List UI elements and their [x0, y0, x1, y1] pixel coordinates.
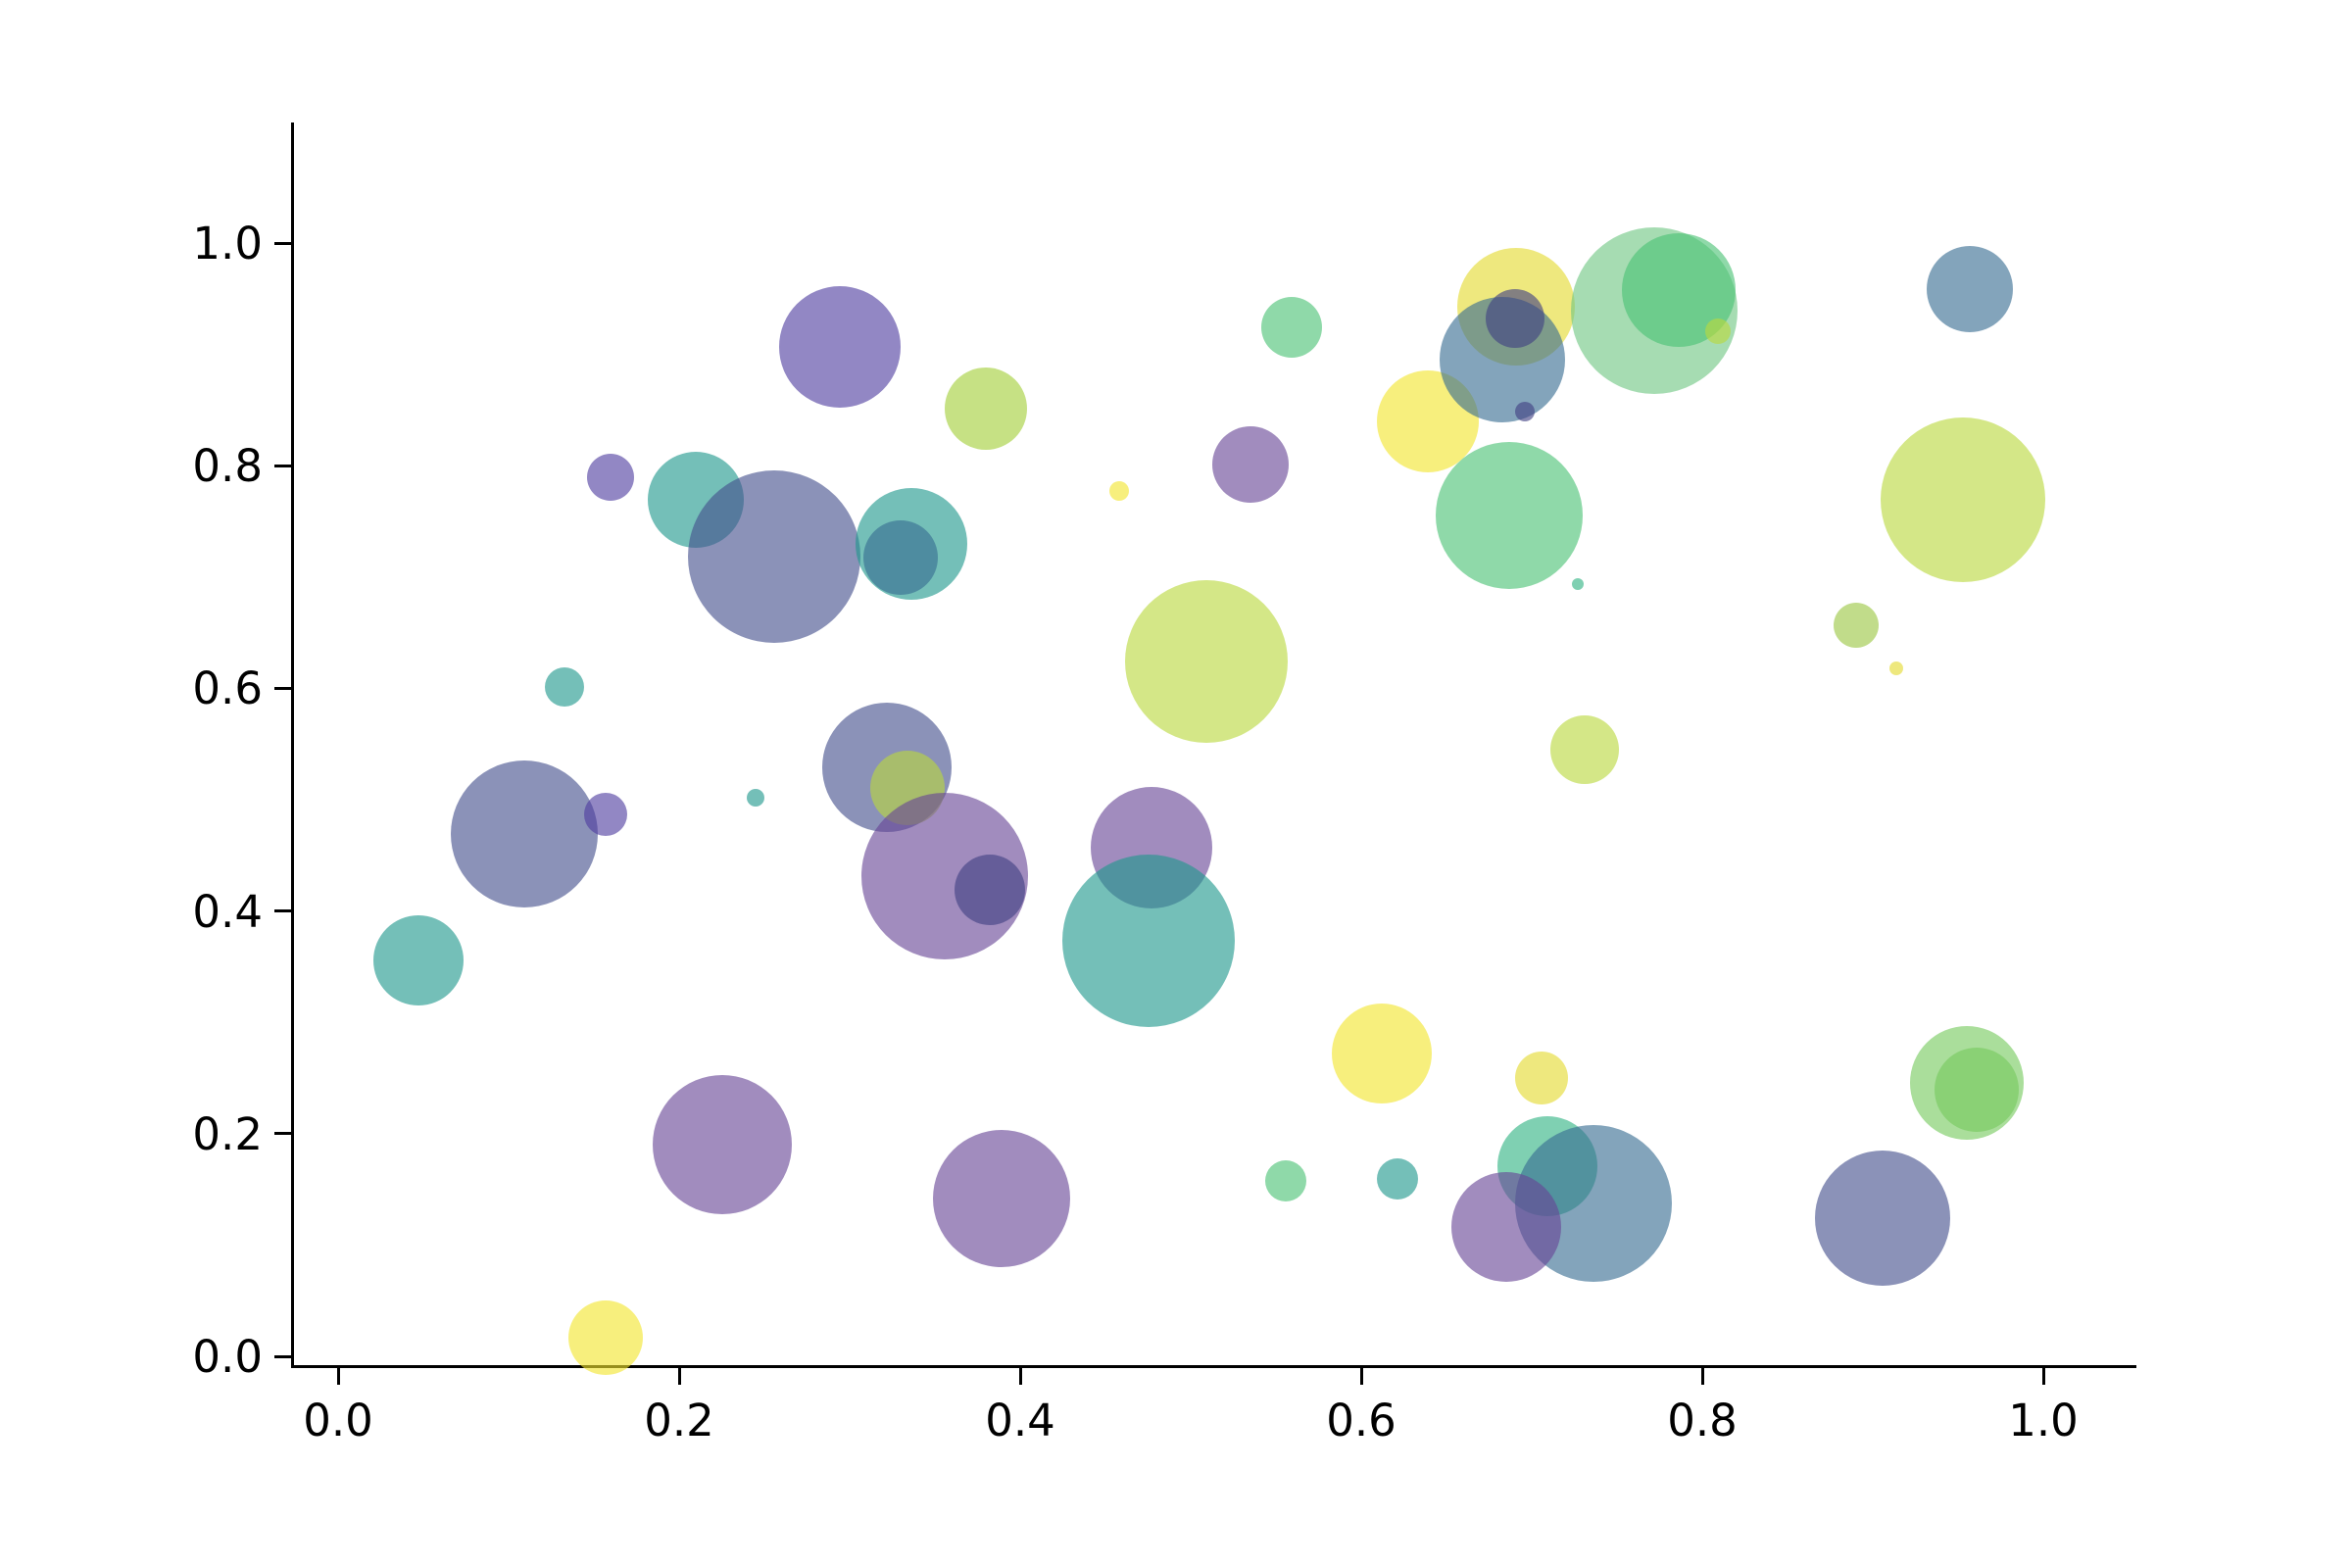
x-tick-label: 0.8 [1667, 1395, 1738, 1446]
x-tick-label: 0.4 [985, 1395, 1055, 1446]
bubble [1450, 1172, 1561, 1283]
bubble [1211, 426, 1289, 504]
bubble [1485, 289, 1544, 349]
bubble [1515, 401, 1536, 421]
x-tick-mark [1700, 1368, 1704, 1385]
bubble [1549, 714, 1619, 784]
bubble [450, 760, 598, 908]
x-tick-label: 0.2 [644, 1395, 714, 1446]
x-tick-mark [677, 1368, 681, 1385]
bubble [1571, 577, 1584, 590]
bubble [945, 368, 1028, 451]
x-tick-mark [2041, 1368, 2045, 1385]
y-tick-label: 1.0 [192, 218, 263, 270]
y-tick-mark [274, 1132, 291, 1136]
bubble [1927, 245, 2014, 332]
bubble [1061, 855, 1235, 1028]
y-axis-spine [291, 122, 294, 1365]
bubble [778, 285, 901, 408]
bubble [747, 788, 765, 807]
bubble [1889, 661, 1904, 675]
x-axis-spine [291, 1365, 2136, 1368]
bubble [587, 453, 635, 501]
bubble [584, 792, 628, 836]
bubble [568, 1299, 644, 1375]
y-tick-mark [274, 1354, 291, 1358]
bubble [954, 855, 1025, 926]
bubble [1376, 1158, 1418, 1200]
y-tick-label: 0.8 [192, 440, 263, 493]
y-tick-label: 0.6 [192, 662, 263, 715]
y-tick-label: 0.0 [192, 1331, 263, 1383]
x-tick-mark [1018, 1368, 1022, 1385]
bubble [1704, 318, 1731, 344]
x-tick-label: 1.0 [2008, 1395, 2079, 1446]
bubble [1881, 417, 2046, 583]
x-tick-mark [336, 1368, 340, 1385]
x-tick-mark [1359, 1368, 1363, 1385]
bubble [1833, 602, 1879, 648]
y-tick-mark [274, 686, 291, 690]
bubble [1260, 297, 1322, 359]
bubble [1124, 580, 1288, 744]
bubble [1515, 1052, 1569, 1104]
y-tick-mark [274, 241, 291, 245]
y-tick-mark [274, 464, 291, 467]
x-tick-label: 0.0 [303, 1395, 373, 1446]
bubble [863, 520, 939, 596]
bubble [1108, 481, 1129, 502]
bubble [932, 1129, 1070, 1267]
y-tick-label: 0.2 [192, 1107, 263, 1160]
bubble [1815, 1151, 1951, 1287]
y-tick-label: 0.4 [192, 885, 263, 938]
x-tick-label: 0.6 [1326, 1395, 1396, 1446]
y-tick-mark [274, 909, 291, 913]
bubble [372, 914, 464, 1005]
bubble [1331, 1004, 1432, 1103]
bubble [1935, 1048, 2020, 1133]
bubble [545, 667, 585, 708]
bubble [1265, 1159, 1307, 1201]
bubble [652, 1075, 792, 1215]
bubble [1436, 442, 1584, 590]
bubble [688, 470, 861, 644]
